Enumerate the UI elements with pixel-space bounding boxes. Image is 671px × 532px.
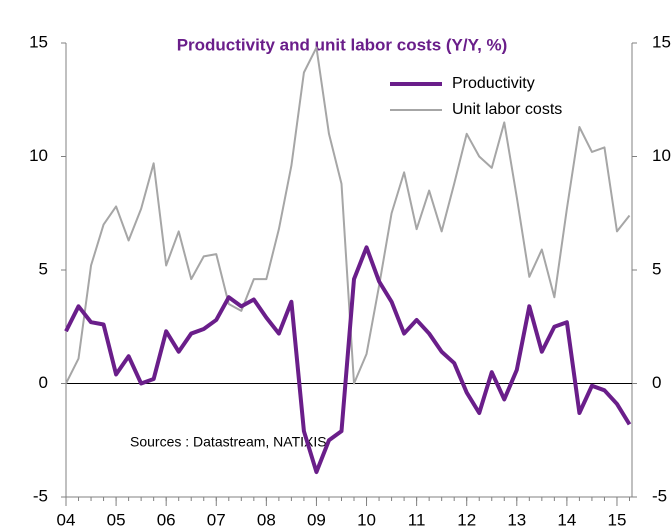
- x-tick-label: 14: [557, 510, 576, 529]
- x-tick-label: 08: [257, 510, 276, 529]
- x-tick-label: 10: [357, 510, 376, 529]
- x-tick-label: 15: [608, 510, 627, 529]
- x-tick-label: 04: [57, 510, 76, 529]
- data-line: [64, 245, 632, 475]
- x-tick-label: 13: [507, 510, 526, 529]
- x-tick-label: 12: [457, 510, 476, 529]
- x-tick-label: 06: [157, 510, 176, 529]
- y-tick-label: 15: [29, 32, 48, 51]
- chart-title: Productivity and unit labor costs (Y/Y, …: [177, 35, 508, 54]
- x-tick-label: 05: [107, 510, 126, 529]
- data-line: [65, 46, 631, 385]
- y2-tick-label: 0: [652, 373, 661, 392]
- y2-tick-label: 5: [652, 259, 661, 278]
- x-tick-label: 09: [307, 510, 326, 529]
- y2-tick-label: 10: [652, 146, 671, 165]
- legend-label: Unit labor costs: [452, 101, 562, 118]
- legend-label: Productivity: [452, 75, 535, 92]
- y2-tick-label: -5: [652, 486, 667, 505]
- y-tick-label: 10: [29, 146, 48, 165]
- y-tick-label: 5: [39, 259, 48, 278]
- y2-tick-label: 15: [652, 32, 671, 51]
- y-tick-label: -5: [33, 486, 48, 505]
- y-tick-label: 0: [39, 373, 48, 392]
- x-tick-label: 07: [207, 510, 226, 529]
- source-note: Sources : Datastream, NATIXIS: [130, 434, 327, 450]
- x-tick-label: 11: [408, 510, 426, 529]
